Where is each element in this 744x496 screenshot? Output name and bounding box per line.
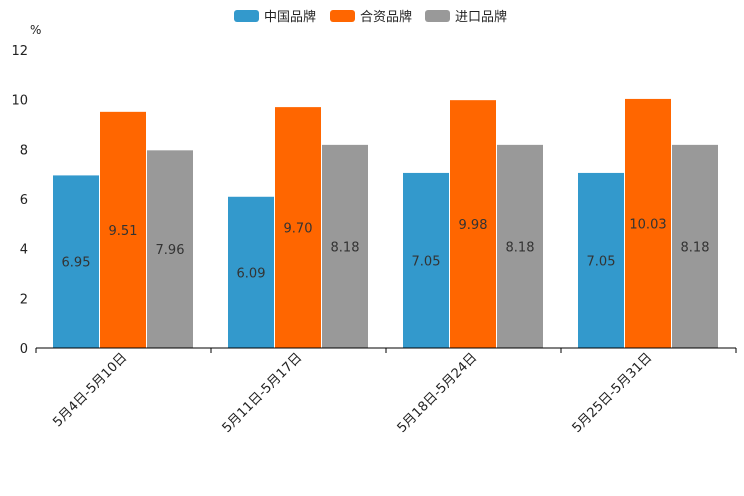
bar-value-label: 8.18: [331, 240, 360, 255]
legend-label: 合资品牌: [360, 9, 412, 25]
y-tick-label: 8: [20, 143, 28, 158]
bars: [53, 98, 718, 349]
y-tick-label: 12: [11, 44, 28, 59]
bar-value-label: 6.95: [62, 256, 91, 271]
y-axis-unit-label: %: [30, 23, 41, 37]
x-category-label: 5月11日-5月17日: [220, 350, 306, 436]
bar-1-3: [403, 172, 449, 348]
y-tick-label: 2: [20, 292, 28, 307]
bar-value-label: 7.05: [412, 254, 441, 269]
y-tick-label: 4: [20, 243, 28, 258]
bar-2-4: [625, 98, 671, 349]
bar-2-1: [100, 111, 146, 349]
legend-label: 中国品牌: [264, 9, 316, 25]
bar-value-label: 9.70: [284, 222, 313, 237]
legend-label: 进口品牌: [455, 9, 507, 25]
bar-1-1: [53, 175, 99, 348]
bar-1-2: [228, 196, 274, 348]
y-tick-label: 6: [20, 193, 28, 208]
bar-value-label: 7.96: [156, 243, 185, 258]
bar-value-label: 8.18: [681, 240, 710, 255]
y-tick-label: 0: [20, 342, 28, 357]
value-labels: 6.95 9.51 7.96 6.09 9.70 8.18 7.05 9.98 8.18 7.05…: [62, 217, 710, 281]
bar-2-2: [275, 107, 321, 348]
x-category-label: 5月4日-5月10日: [50, 350, 130, 430]
bar-value-label: 8.18: [506, 240, 535, 255]
bar-value-label: 10.03: [629, 217, 666, 232]
legend-swatch: [425, 10, 450, 22]
legend: 中国品牌 合资品牌 进口品牌: [234, 9, 507, 25]
y-tick-label: 10: [11, 94, 28, 109]
bar-value-label: 7.05: [587, 254, 616, 269]
bar-2-3: [450, 100, 496, 348]
bar-3-3: [497, 144, 543, 348]
y-axis-ticks: 0 2 4 6 8 10 12: [11, 44, 28, 357]
x-category-label: 5月18日-5月24日: [395, 350, 481, 436]
bar-value-label: 9.51: [109, 224, 138, 239]
x-axis-labels: 5月4日-5月10日 5月11日-5月17日 5月18日-5月24日 5月25日-5月…: [50, 350, 655, 436]
bar-3-1: [147, 150, 193, 348]
bar-value-label: 9.98: [459, 218, 488, 233]
bar-1-4: [578, 172, 624, 348]
bar-3-2: [322, 144, 368, 348]
x-axis-ticks: [35, 348, 737, 353]
bar-3-4: [672, 144, 718, 348]
x-category-label: 5月25日-5月31日: [570, 350, 656, 436]
legend-swatch: [234, 10, 259, 22]
bar-value-label: 6.09: [237, 266, 266, 281]
legend-swatch: [330, 10, 355, 22]
